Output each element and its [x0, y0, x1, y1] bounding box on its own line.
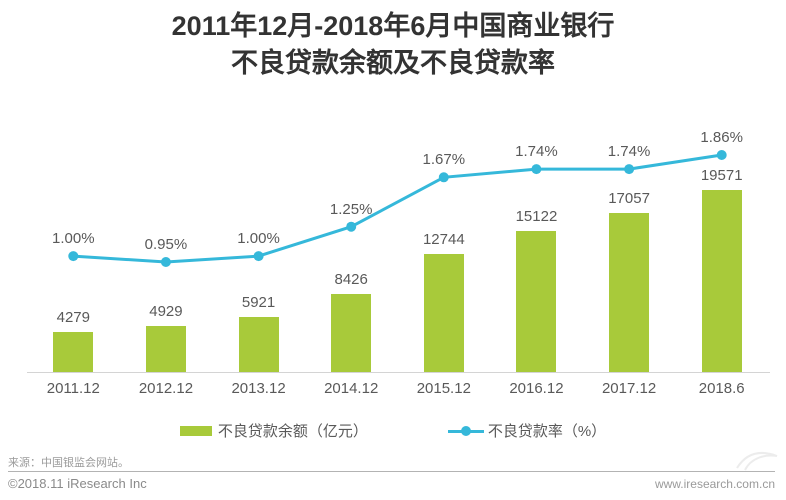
rate-point-label: 1.67% [422, 151, 466, 169]
rate-point-label: 1.00% [52, 230, 95, 248]
bar [701, 190, 742, 372]
legend-item-rate-label: 不良贷款率（%） [487, 423, 607, 440]
bar [53, 332, 94, 372]
bar-value-label: 4929 [149, 303, 183, 321]
x-axis-tick-label: 2016.12 [509, 380, 564, 397]
bar-column: 8426 [305, 110, 398, 372]
bar-column: 4279 [27, 110, 120, 372]
bar [331, 293, 372, 372]
bar-legend-swatch-icon [179, 425, 212, 436]
rate-point-label: 1.74% [515, 143, 558, 161]
bar-value-label: 12744 [422, 230, 465, 248]
legend-item-rate: 不良贷款率（%） [447, 420, 607, 441]
chart-title-line2: 不良贷款余额及不良贷款率 [231, 48, 555, 78]
rate-point-label: 0.95% [144, 236, 188, 253]
x-axis-tick-label: 2017.12 [601, 380, 657, 397]
website-text: www.iresearch.com.cn [654, 477, 775, 491]
legend-item-balance-label: 不良贷款余额（亿元） [217, 423, 368, 440]
bar [145, 326, 186, 372]
x-axis-tick-label: 2018.6 [698, 380, 745, 397]
rate-point-label: 1.00% [237, 230, 280, 248]
bar [423, 253, 464, 372]
bar-column: 4929 [120, 110, 213, 372]
bar-value-label: 17057 [608, 190, 650, 208]
bar-value-label: 15122 [515, 208, 558, 226]
rate-point-label: 1.25% [329, 200, 373, 218]
combo-chart-plot-area: 4279 4929 5921 8426 12744 15122 17057 19571 1.0… [0, 110, 786, 372]
copyright-text: ©2018.11 iResearch Inc [8, 476, 147, 491]
x-axis-tick-label: 2015.12 [416, 380, 471, 397]
x-axis-tick-label: 2011.12 [46, 380, 100, 397]
iresearch-logo-watermark [736, 451, 778, 471]
bar-column: 12744 [398, 110, 491, 372]
bar-value-label: 8426 [334, 270, 368, 288]
rate-point-label: 1.86% [700, 128, 743, 146]
rate-point-label: 1.74% [607, 143, 651, 161]
bar-value-label: 4279 [56, 309, 90, 327]
bar-column: 19571 [675, 110, 768, 372]
x-axis-tick-labels: 2011.12 2012.12 2013.12 2014.12 2015.12 2016.… [0, 380, 786, 397]
bar [516, 231, 557, 372]
chart-title: 2011年12月-2018年6月中国商业银行 不良贷款余额及不良贷款率 [0, 8, 786, 82]
bar [609, 213, 650, 372]
x-axis-line [27, 372, 770, 373]
chart-title-line1: 2011年12月-2018年6月中国商业银行 [171, 11, 615, 41]
bar-value-label: 19571 [700, 167, 743, 184]
footer-row: ©2018.11 iResearch Inc www.iresearch.com… [8, 476, 775, 491]
footer-divider [8, 471, 775, 472]
x-axis-tick-label: 2013.12 [231, 380, 286, 397]
x-axis-tick-label: 2012.12 [138, 380, 194, 397]
x-axis-tick-label: 2014.12 [324, 380, 379, 397]
line-legend-marker-icon [447, 425, 484, 436]
chart-legend: 不良贷款余额（亿元） 不良贷款率（%） [0, 420, 786, 441]
bar [238, 316, 279, 372]
bar-value-label: 5921 [241, 293, 276, 311]
source-note: 来源：中国银监会网站。 [8, 457, 129, 469]
legend-item-balance: 不良贷款余额（亿元） [179, 420, 368, 441]
bar-column: 5921 [212, 110, 305, 372]
